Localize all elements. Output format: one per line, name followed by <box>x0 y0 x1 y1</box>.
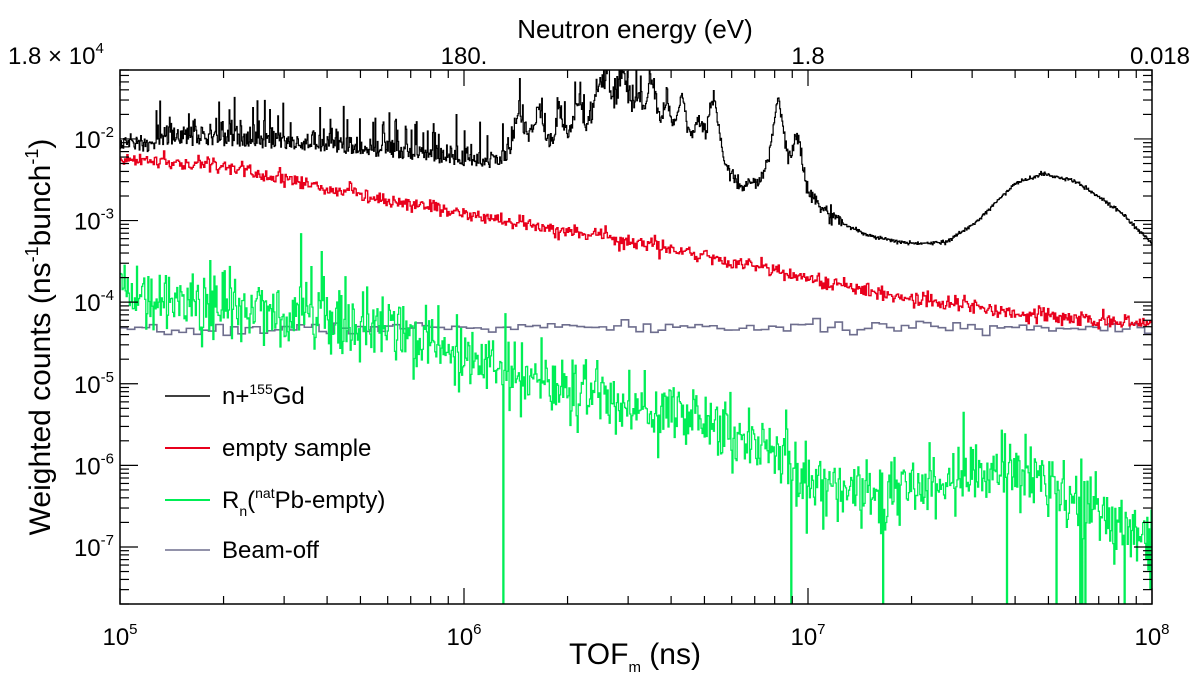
top-axis-title: Neutron energy (eV) <box>517 14 753 44</box>
legend-label-beam-off: Beam-off <box>222 537 319 564</box>
series-rn-natpb-empty <box>120 233 1152 604</box>
ticks-layer: 105 106 107 108 10-7 10-6 10-5 10-4 10-3 10-2 1.8 … <box>8 40 1190 651</box>
series-n-gd155 <box>120 70 1152 246</box>
legend: n+155Gd empty sample Rn(natPb-empty) Bea… <box>165 381 385 564</box>
x-tick-label: 106 <box>446 621 481 651</box>
top-tick-label: 1.8 × 104 <box>8 40 104 70</box>
series-empty-sample <box>120 150 1152 330</box>
y-tick-label: 10-4 <box>74 287 114 317</box>
y-tick-label: 10-3 <box>74 206 114 236</box>
legend-label-gd155: n+155Gd <box>222 381 305 410</box>
top-tick-label: 180. <box>441 43 488 70</box>
x-tick-label: 107 <box>790 621 825 651</box>
y-tick-label: 10-5 <box>74 369 114 399</box>
y-tick-label: 10-7 <box>74 532 114 562</box>
y-axis-title: Weighted counts (ns-1bunch-1) <box>22 139 57 536</box>
series-layer <box>120 70 1152 604</box>
x-tick-label: 105 <box>102 621 137 651</box>
top-tick-label: 0.018 <box>1130 43 1190 70</box>
x-tick-label: 108 <box>1134 621 1169 651</box>
y-tick-label: 10-6 <box>74 450 114 480</box>
plot-frame <box>119 69 1153 605</box>
legend-label-rn-pb: Rn(natPb-empty) <box>222 485 385 519</box>
top-tick-label: 1.8 <box>791 43 824 70</box>
x-axis-title: TOFm (ns) <box>569 638 701 675</box>
legend-label-empty-sample: empty sample <box>222 435 371 462</box>
y-tick-label: 10-2 <box>74 124 114 154</box>
